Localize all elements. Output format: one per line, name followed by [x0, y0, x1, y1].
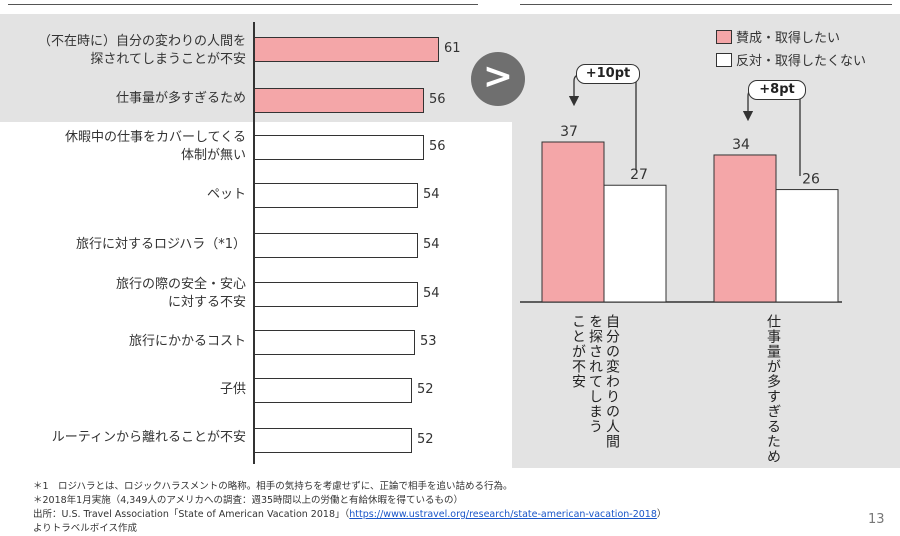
category-label-8: 子供 [219, 382, 246, 397]
category-label-2: 仕事量が多すぎるため [115, 91, 246, 106]
footnote-source: 出所：U.S. Travel Association「State of Amer… [33, 509, 667, 520]
left-bar-7 [254, 330, 415, 355]
category-label-5: 旅行に対するロジハラ（*1） [76, 237, 246, 252]
left-bar-value-1: 61 [444, 41, 461, 56]
legend-agree: 賛成・取得したい [716, 27, 840, 46]
left-bar-3 [254, 135, 424, 160]
left-bar-value-2: 56 [429, 92, 446, 107]
category-label-1: （不在時に）自分の変わりの人間を 探されてしまうことが不安 [37, 34, 246, 67]
category-label-4: ペット [206, 187, 246, 202]
right-bar-value-1-disagree: 27 [630, 167, 648, 183]
source-link[interactable]: https://www.ustravel.org/research/state-… [349, 509, 657, 520]
right-bar-2-disagree [775, 189, 839, 303]
legend-swatch-agree [716, 30, 732, 44]
left-bar-value-9: 52 [417, 432, 434, 447]
left-bar-6 [254, 282, 418, 307]
left-bar-4 [254, 183, 418, 208]
diff-badge-2: +8pt [748, 80, 806, 100]
left-bar-value-6: 54 [423, 286, 440, 301]
legend-swatch-disagree [716, 53, 732, 67]
diff-badge-1: +10pt [576, 64, 640, 84]
right-bar-value-2-disagree: 26 [802, 172, 820, 188]
left-bar-2 [254, 88, 424, 113]
left-bar-value-5: 54 [423, 237, 440, 252]
left-bar-9 [254, 428, 412, 453]
category-label-7: 旅行にかかるコスト [128, 334, 246, 349]
left-bar-value-8: 52 [417, 382, 434, 397]
right-chart: 37 27 34 26 [520, 74, 842, 303]
legend-disagree: 反対・取得したくない [716, 50, 866, 69]
category-label-9: ルーティンから離れることが不安 [51, 430, 246, 445]
right-category-label-1: 自分の変わりの人間 を探されてしまう ことが不安 [570, 314, 620, 449]
left-bar-5 [254, 233, 418, 258]
right-category-label-2: 仕事量が多すぎるため [765, 314, 781, 464]
left-bar-1 [254, 37, 439, 62]
category-label-6: 旅行の際の安全・安心 に対する不安 [115, 277, 246, 310]
left-bar-8 [254, 378, 412, 403]
footnote-2: ＊2018年1月実施（4,349人のアメリカへの調査：週35時間以上の労働と有給… [33, 495, 464, 506]
left-bar-value-7: 53 [420, 334, 437, 349]
footnote-credit: よりトラベルボイス作成 [33, 523, 138, 534]
top-rule-right [520, 4, 892, 5]
category-label-3: 休暇中の仕事をカバーしてくる 体制が無い [65, 130, 246, 163]
right-bar-value-2-agree: 34 [732, 137, 750, 153]
right-bar-1-disagree [603, 184, 667, 303]
footnote-1: ＊1 ロジハラとは、ロジックハラスメントの略称。相手の気持ちを考慮せずに、正論で… [33, 481, 513, 492]
left-bar-value-4: 54 [423, 187, 440, 202]
left-chart-axis [253, 22, 255, 464]
page-number: 13 [868, 512, 885, 527]
right-bar-1-agree [541, 141, 605, 303]
right-bar-value-1-agree: 37 [560, 124, 578, 140]
compare-arrow-icon: > [471, 52, 525, 106]
right-bar-2-agree [713, 154, 777, 303]
top-rule-left [8, 4, 478, 5]
left-bar-value-3: 56 [429, 139, 446, 154]
